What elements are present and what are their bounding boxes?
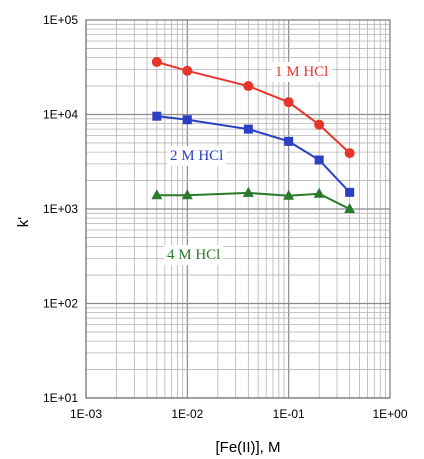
series-line [156, 60, 351, 154]
data-point [283, 189, 295, 200]
tick-labels: 1E-03 1E-02 1E-01 1E+00 1E+01 1E+02 1E+03 1E+04… [43, 13, 408, 421]
series-labels: 1 M HCl 2 M HCl 4 M HCl [164, 62, 332, 265]
series-label: 2 M HCl [170, 148, 223, 164]
y-tick-label: 1E+01 [43, 391, 78, 405]
data-point [242, 186, 254, 197]
y-axis-title: k' [15, 217, 32, 228]
series-label-bg [272, 62, 332, 82]
data-point [243, 81, 254, 92]
data-point [314, 155, 324, 165]
y-tick-label: 1E+02 [43, 297, 78, 311]
series-label-bg [164, 245, 224, 265]
x-tick-label: 1E-03 [70, 407, 102, 421]
data-point [182, 115, 192, 125]
data-point [313, 187, 325, 198]
data-point [152, 111, 162, 121]
x-axis-title: [Fe(II)], M [216, 439, 281, 456]
series-label: 4 M HCl [167, 247, 220, 263]
y-tick-label: 1E+05 [43, 13, 78, 27]
x-tick-label: 1E+00 [372, 407, 407, 421]
data-point [151, 189, 163, 200]
data-point [283, 97, 294, 108]
data-point [243, 124, 253, 134]
x-tick-label: 1E-01 [273, 407, 305, 421]
series-label: 1 M HCl [275, 64, 328, 80]
series-line [156, 115, 351, 194]
series-layer [151, 56, 356, 213]
data-point [284, 136, 294, 146]
series-label-bg [167, 146, 227, 166]
data-point [314, 119, 325, 130]
x-tick-label: 1E-02 [171, 407, 203, 421]
y-tick-label: 1E+04 [43, 108, 78, 122]
data-point [344, 203, 356, 213]
series-line [156, 191, 351, 210]
plot-frame [85, 19, 391, 399]
data-point [151, 56, 162, 67]
grid [85, 19, 391, 399]
y-tick-label: 1E+03 [43, 202, 78, 216]
data-point [345, 187, 355, 197]
data-point [182, 65, 193, 76]
data-point [181, 189, 193, 200]
data-point [344, 148, 355, 159]
